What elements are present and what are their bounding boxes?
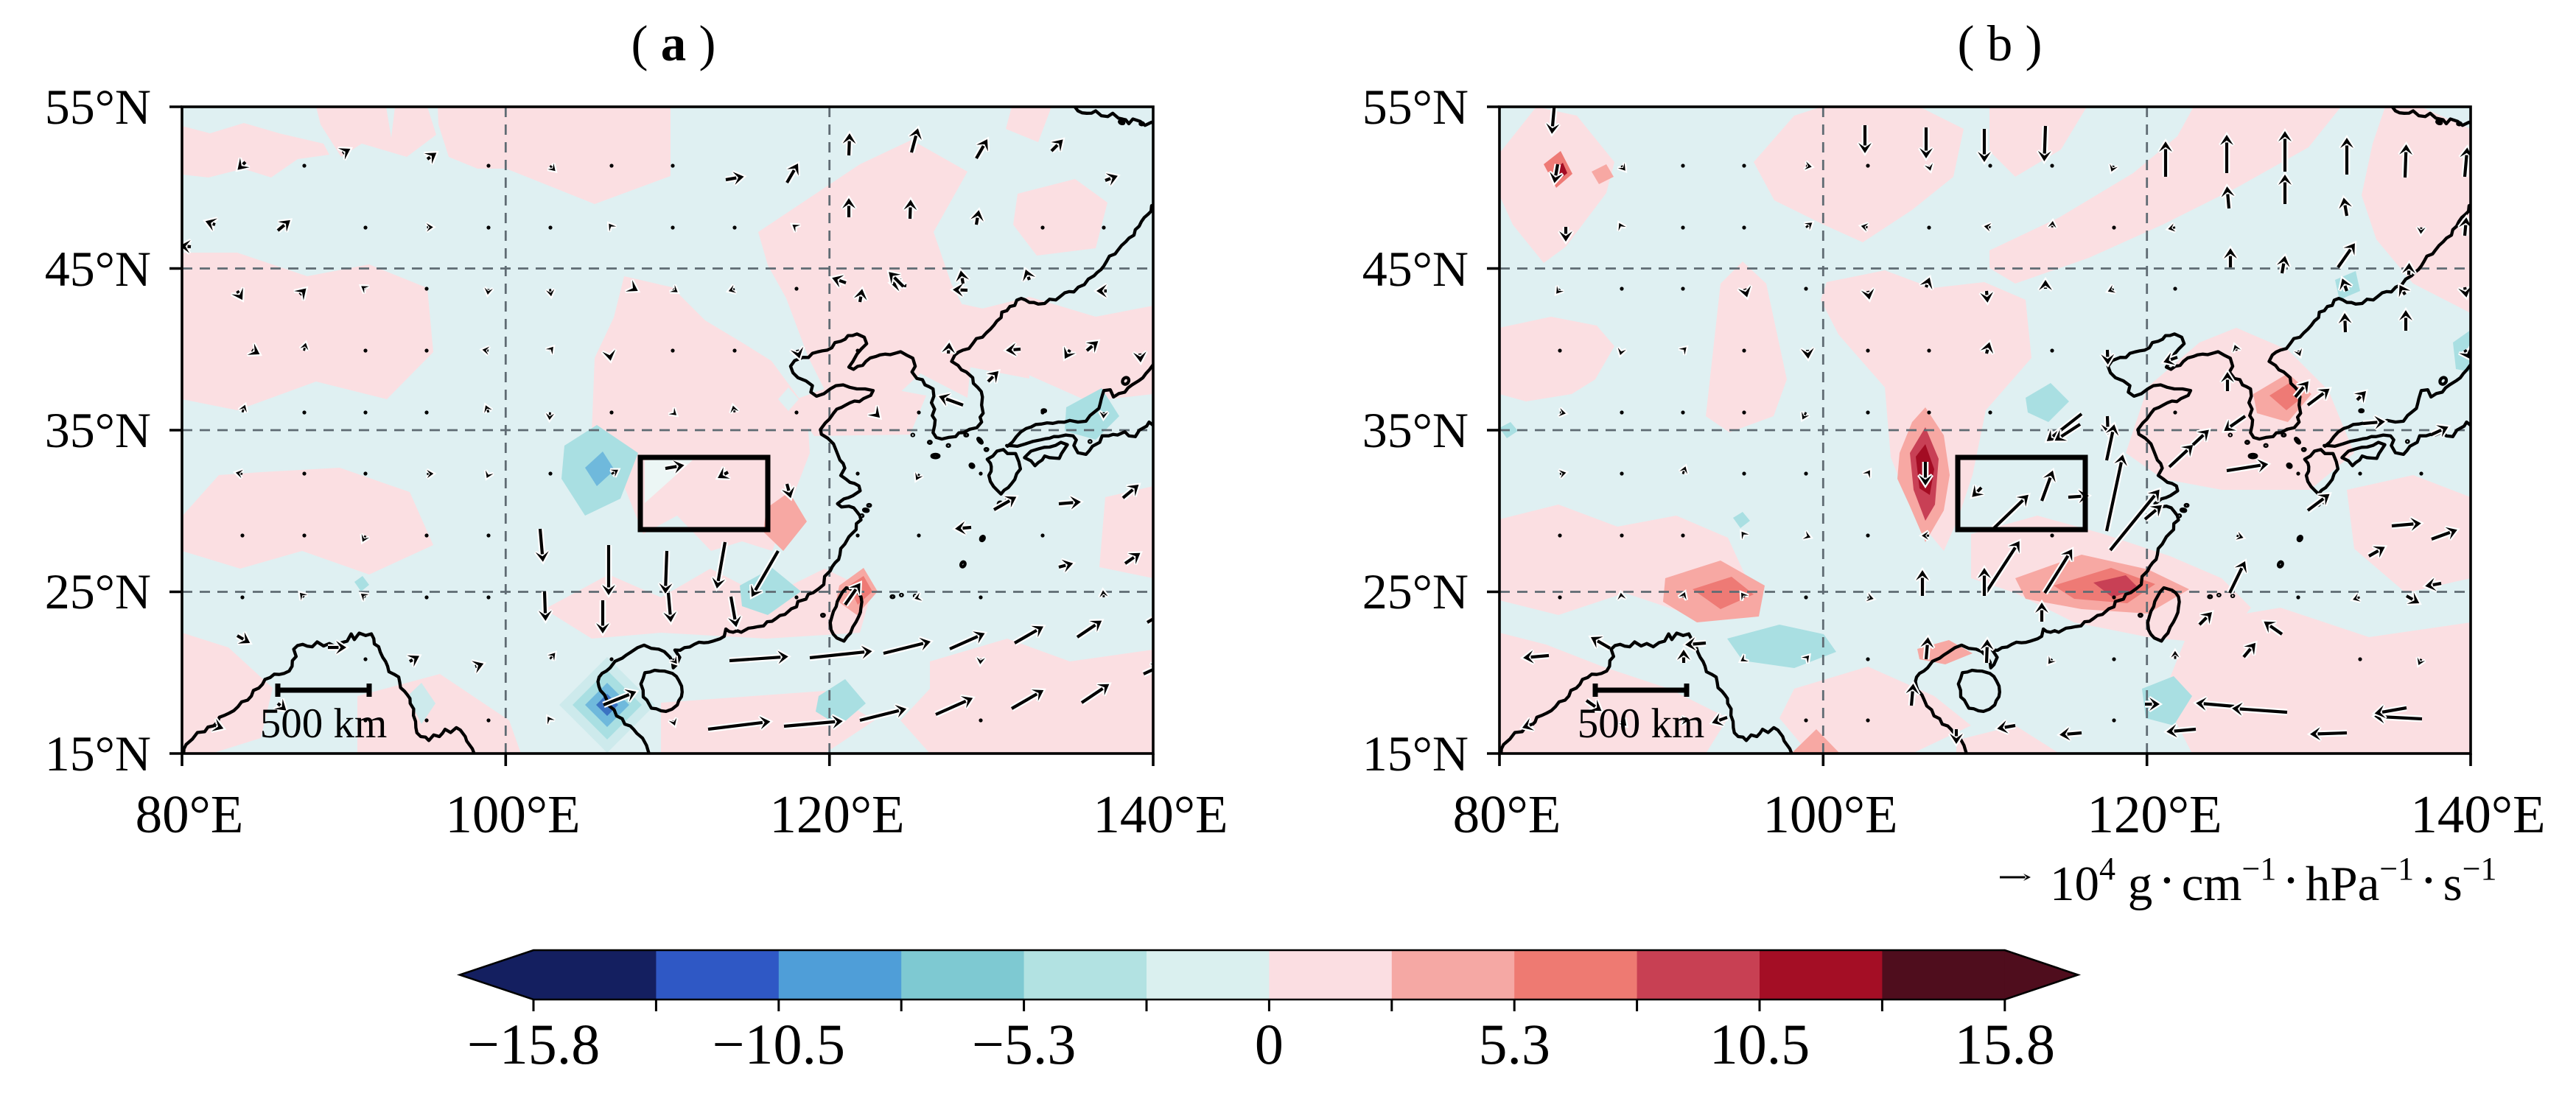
svg-text:500 km: 500 km <box>260 700 388 747</box>
svg-text:5.3: 5.3 <box>1478 1012 1550 1076</box>
svg-text:120°E: 120°E <box>2087 784 2222 844</box>
svg-text:45°N: 45°N <box>45 241 151 297</box>
svg-text:15°N: 15°N <box>45 726 151 781</box>
svg-text:100°E: 100°E <box>445 784 580 844</box>
svg-text:80°E: 80°E <box>1453 784 1561 844</box>
svg-text:100°E: 100°E <box>1763 784 1897 844</box>
svg-text:−5.3: −5.3 <box>972 1012 1077 1076</box>
svg-text:−10.5: −10.5 <box>713 1012 846 1076</box>
svg-text:0: 0 <box>1255 1012 1284 1076</box>
svg-text:15°N: 15°N <box>1362 726 1469 781</box>
svg-text:45°N: 45°N <box>1362 241 1469 297</box>
svg-text:500 km: 500 km <box>1578 700 1705 747</box>
svg-text:104​ g •​ cm−1​ •​ hPa−1​ •​ s: 104​ g •​ cm−1​ •​ hPa−1​ •​ s−1​ <box>2050 851 2497 911</box>
svg-text:35°N: 35°N <box>1362 402 1469 458</box>
svg-text:( a ): ( a ) <box>631 15 716 71</box>
svg-text:55°N: 55°N <box>45 79 151 135</box>
svg-text:−15.8: −15.8 <box>467 1012 601 1076</box>
svg-text:80°E: 80°E <box>136 784 244 844</box>
svg-text:15.8: 15.8 <box>1955 1012 2056 1076</box>
svg-text:35°N: 35°N <box>45 402 151 458</box>
svg-text:140°E: 140°E <box>2410 784 2545 844</box>
svg-text:55°N: 55°N <box>1362 79 1469 135</box>
svg-text:10.5: 10.5 <box>1709 1012 1810 1076</box>
svg-text:120°E: 120°E <box>769 784 904 844</box>
svg-text:25°N: 25°N <box>1362 563 1469 619</box>
svg-text:140°E: 140°E <box>1093 784 1228 844</box>
svg-text:25°N: 25°N <box>45 563 151 619</box>
svg-text:( b ): ( b ) <box>1958 15 2043 71</box>
